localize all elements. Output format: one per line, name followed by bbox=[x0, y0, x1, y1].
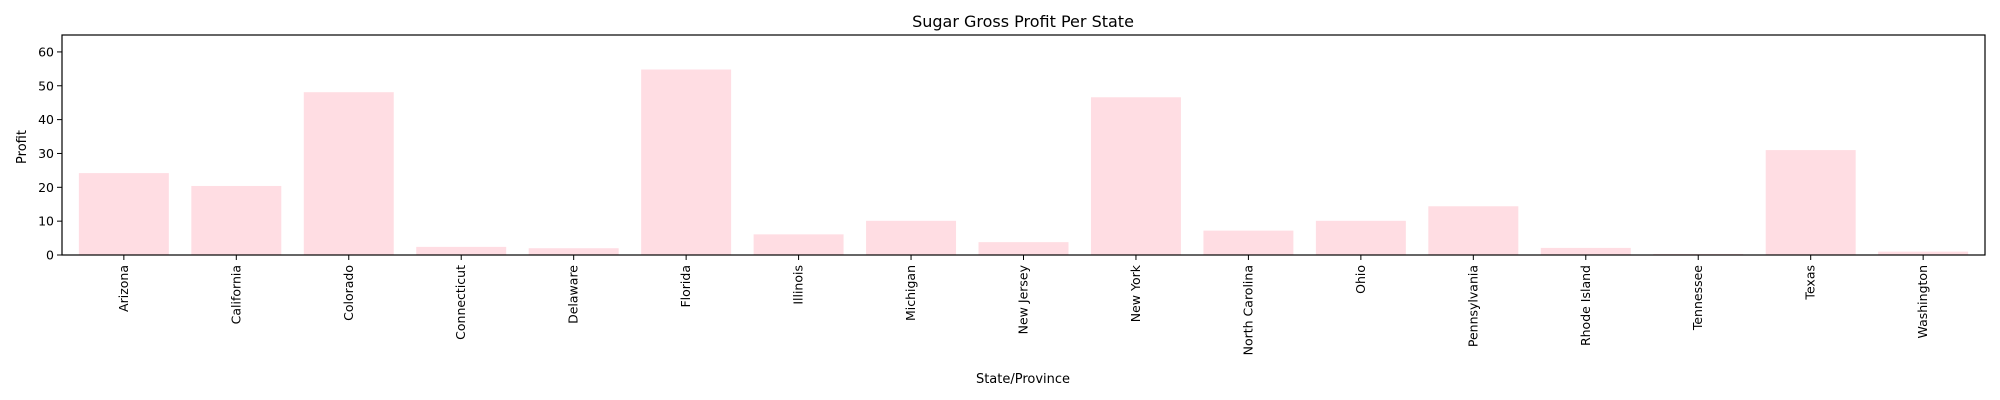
x-tick-label: Tennessee bbox=[1690, 265, 1705, 331]
y-axis: 0 10 20 30 40 50 60 bbox=[38, 44, 62, 263]
bar-washington bbox=[1878, 251, 1969, 255]
bar-texas bbox=[1765, 150, 1856, 255]
bar-arizona bbox=[78, 173, 169, 255]
plot-area-frame bbox=[61, 34, 1986, 256]
bar-florida bbox=[641, 69, 732, 256]
x-tick-label: Connecticut bbox=[453, 265, 468, 340]
bar-connecticut bbox=[416, 246, 507, 255]
y-tick-label: 20 bbox=[38, 180, 54, 195]
bar-delaware bbox=[528, 248, 619, 255]
x-tick-label: New Jersey bbox=[1016, 264, 1031, 334]
x-tick-label: Texas bbox=[1803, 265, 1818, 301]
x-tick-label: Florida bbox=[678, 265, 693, 308]
y-tick-label: 40 bbox=[38, 112, 54, 127]
bar-pennsylvania bbox=[1428, 206, 1519, 255]
bar-illinois bbox=[753, 234, 844, 255]
bar-rhode-island bbox=[1540, 247, 1631, 255]
bar-colorado bbox=[303, 92, 394, 255]
x-tick-label: Illinois bbox=[791, 265, 806, 305]
bar-new-york bbox=[1090, 97, 1181, 256]
bars-layer bbox=[78, 69, 1969, 256]
x-tick-label: Washington bbox=[1915, 265, 1930, 338]
x-tick-label: North Carolina bbox=[1240, 265, 1255, 355]
bar-new-jersey bbox=[978, 242, 1069, 255]
x-tick-label: Delaware bbox=[566, 265, 581, 324]
x-tick-label: Colorado bbox=[341, 265, 356, 321]
y-tick-label: 0 bbox=[46, 248, 54, 263]
y-tick-label: 50 bbox=[38, 78, 54, 93]
x-tick-label: Rhode Island bbox=[1578, 265, 1593, 346]
x-tick-label: Arizona bbox=[116, 265, 131, 312]
bar-california bbox=[191, 185, 282, 255]
bar-michigan bbox=[866, 220, 957, 255]
bar-ohio bbox=[1315, 220, 1406, 255]
y-tick-label: 30 bbox=[38, 146, 54, 161]
chart-title: Sugar Gross Profit Per State bbox=[912, 12, 1134, 31]
bar-north-carolina bbox=[1203, 230, 1294, 255]
y-axis-label: Profit bbox=[15, 130, 30, 164]
y-tick-label: 60 bbox=[38, 44, 54, 59]
x-tick-label: New York bbox=[1128, 264, 1143, 322]
x-tick-label: Michigan bbox=[903, 265, 918, 321]
x-axis-label: State/Province bbox=[976, 372, 1070, 387]
x-tick-label: Pennsylvania bbox=[1465, 265, 1480, 347]
x-tick-label: California bbox=[228, 265, 243, 324]
x-axis: Arizona California Colorado Connecticut Dela… bbox=[116, 255, 1930, 355]
x-tick-label: Ohio bbox=[1353, 265, 1368, 294]
y-tick-label: 10 bbox=[38, 214, 54, 229]
